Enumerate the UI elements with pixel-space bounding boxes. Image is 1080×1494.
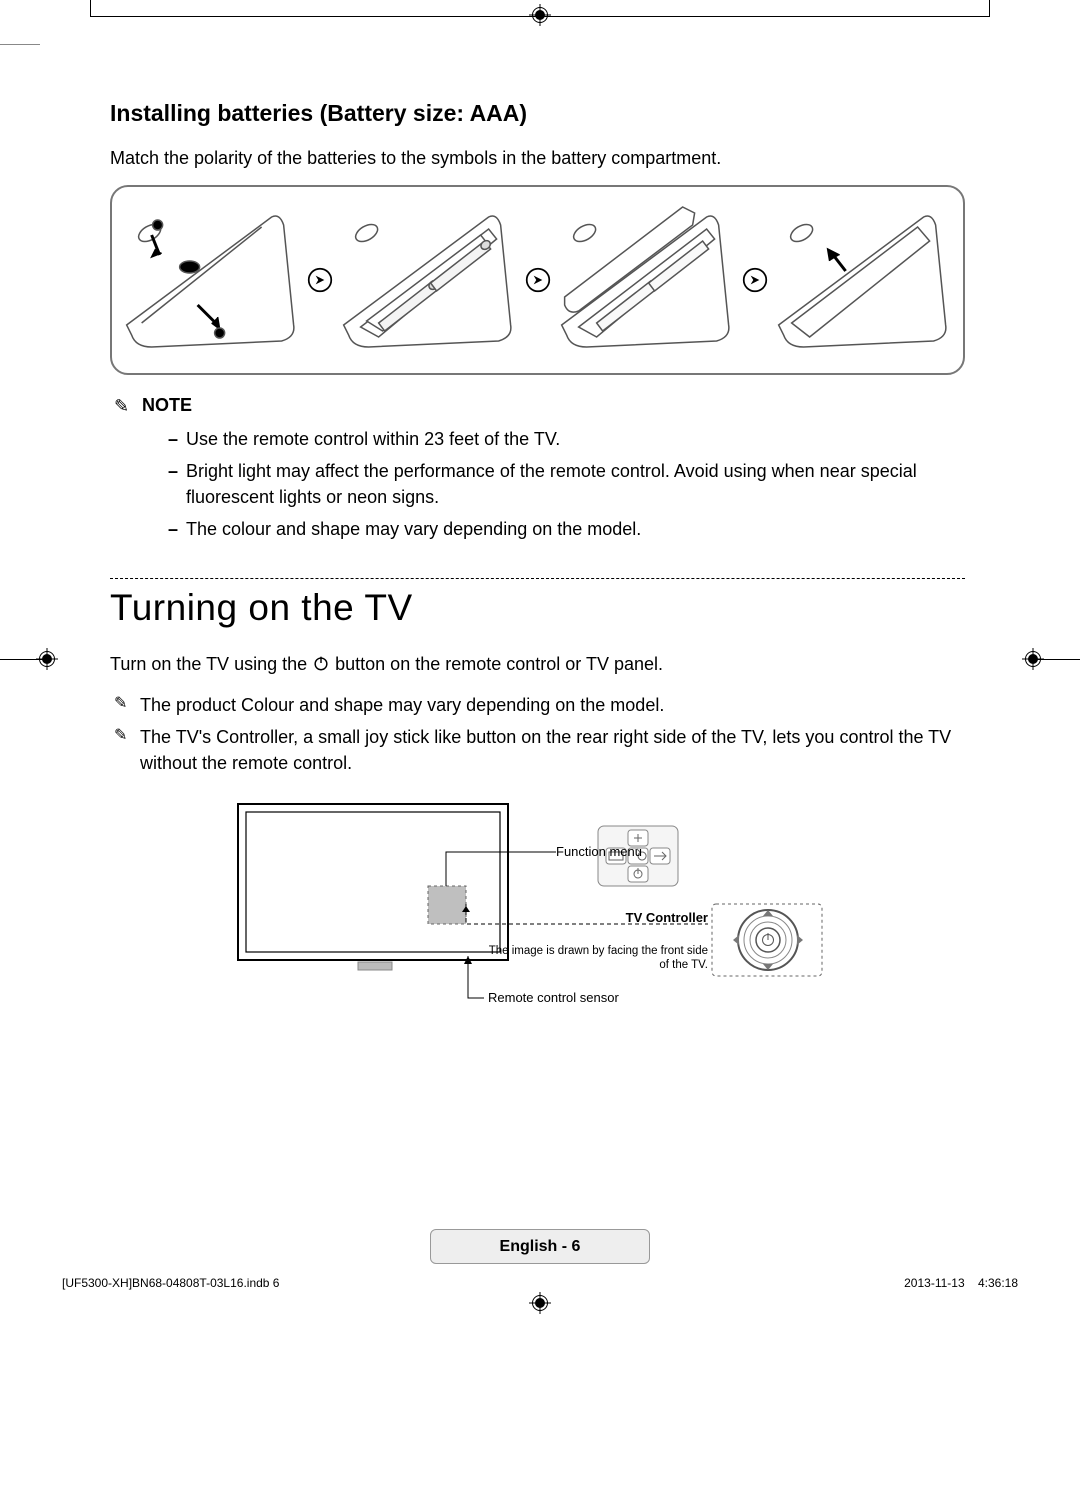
note-item: The colour and shape may vary depending … [168,516,965,542]
arrow-icon [525,267,551,293]
section2-intro: Turn on the TV using the button on the r… [110,651,965,677]
note-block: ✎ NOTE Use the remote control within 23 … [110,395,965,542]
label-function-menu: Function menu [556,844,642,859]
registration-mark-left [36,648,58,670]
section2-intro-post: button on the remote control or TV panel… [335,654,663,674]
section1-heading: Installing batteries (Battery size: AAA) [110,100,965,127]
battery-step-1 [116,205,307,355]
page-content: Installing batteries (Battery size: AAA)… [110,100,965,1274]
footer-lang-page: English - 6 [500,1238,581,1256]
label-tv-controller: TV Controller [625,910,707,925]
note-item: Use the remote control within 23 feet of… [168,426,965,452]
battery-step-2 [333,205,524,355]
registration-mark-top [529,4,551,26]
registration-mark-bottom [529,1292,551,1314]
section2-bullet: The product Colour and shape may vary de… [136,692,965,718]
section2-bullet: The TV's Controller, a small joy stick l… [136,724,965,776]
section2-title: Turning on the TV [110,587,965,629]
label-tv-controller-sub2: of the TV. [659,959,708,971]
battery-step-3 [551,205,742,355]
tv-diagram: Function menu TV Controller The image is… [228,800,848,1020]
battery-step-4 [768,205,959,355]
imprint-time-text: 2013-11-13 4:36:18 [904,1276,1018,1290]
footer-page-tab: English - 6 [430,1229,650,1264]
crop-mark-top-right-tick [989,0,990,16]
registration-mark-right [1022,648,1044,670]
note-label: NOTE [142,395,192,415]
power-icon [312,654,330,672]
crop-guide-left [0,44,40,45]
label-remote-sensor: Remote control sensor [488,990,619,1005]
section1-intro: Match the polarity of the batteries to t… [110,145,965,171]
imprint-filename: [UF5300-XH]BN68-04808T-03L16.indb 6 [62,1276,279,1290]
label-tv-controller-sub1: The image is drawn by facing the front s… [488,945,707,957]
section-divider [110,578,965,579]
note-item: Bright light may affect the performance … [168,458,965,510]
note-list: Use the remote control within 23 feet of… [142,426,965,542]
section2-intro-pre: Turn on the TV using the [110,654,312,674]
battery-diagram [110,185,965,375]
note-icon: ✎ [114,396,129,417]
arrow-icon [742,267,768,293]
imprint-timestamp: 2013-11-13 4:36:18 [904,1276,1018,1290]
section2-bullets: The product Colour and shape may vary de… [110,692,965,776]
arrow-icon [307,267,333,293]
crop-mark-top-left-tick [90,0,91,16]
